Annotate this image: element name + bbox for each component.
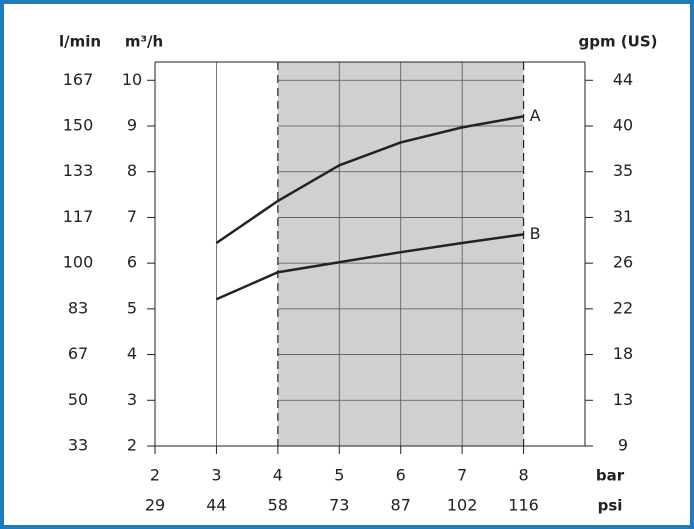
psi-tick-label: 102	[447, 496, 478, 515]
lmin-tick-label: 150	[63, 116, 94, 135]
gpm-tick-label: 44	[613, 70, 633, 89]
series-line	[215, 115, 524, 245]
x-label: bar	[596, 467, 625, 485]
series-line	[215, 233, 524, 301]
gpm-tick-label: 18	[613, 344, 633, 363]
gpm-tick-label: 26	[613, 253, 633, 272]
psi-tick-label: 29	[145, 496, 165, 515]
series-label: A	[530, 106, 541, 125]
psi-tick-label: 116	[508, 496, 539, 515]
x-tick-label: 4	[273, 466, 283, 485]
y-tick-label: 7	[127, 207, 137, 226]
lmin-tick-label: 100	[63, 253, 94, 272]
lmin-tick-label: 117	[63, 207, 94, 226]
lmin-tick-label: 83	[68, 298, 88, 317]
x-tick-label: 7	[457, 466, 467, 485]
y-tick-label: 4	[127, 344, 137, 363]
y-tick-label: 6	[127, 253, 137, 272]
y-tick-label: 3	[127, 390, 137, 409]
gpm-tick-label: 31	[613, 207, 633, 226]
series-label: B	[530, 224, 541, 243]
gpm-tick-label: 35	[613, 161, 633, 180]
lmin-tick-label: 133	[63, 161, 94, 180]
gpm-tick-label: 40	[613, 116, 633, 135]
y2-label: gpm (US)	[578, 33, 657, 51]
psi-tick-label: 44	[206, 496, 226, 515]
x-tick-label: 3	[211, 466, 221, 485]
lmin-tick-label: 33	[68, 436, 88, 455]
lmin-tick-label: 50	[68, 390, 88, 409]
psi-tick-label: 73	[329, 496, 349, 515]
gpm-tick-label: 13	[613, 390, 633, 409]
x-tick-label: 2	[150, 466, 160, 485]
y-tick-label: 9	[127, 116, 137, 135]
x-tick-label: 8	[518, 466, 528, 485]
x-tick-label: 6	[396, 466, 406, 485]
y-tick-label: 8	[127, 161, 137, 180]
psi-tick-label: 87	[391, 496, 411, 515]
x-tick-label: 5	[334, 466, 344, 485]
gpm-tick-label: 9	[618, 436, 628, 455]
y-label: m³/h	[125, 33, 163, 51]
y-tick-label: 2	[127, 436, 137, 455]
y-tick-label: 10	[122, 70, 142, 89]
y-label-lmin: l/min	[59, 33, 101, 51]
lmin-tick-label: 67	[68, 344, 88, 363]
lmin-tick-label: 167	[63, 70, 94, 89]
psi-tick-label: 58	[268, 496, 288, 515]
y-tick-label: 5	[127, 298, 137, 317]
x2-label: psi	[598, 497, 623, 515]
gpm-tick-label: 22	[613, 298, 633, 317]
